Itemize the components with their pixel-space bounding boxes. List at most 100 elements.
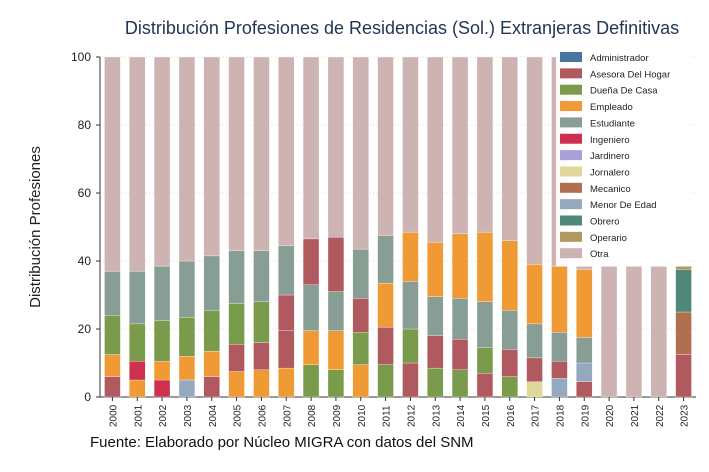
bar-segment xyxy=(377,364,394,398)
legend-swatch xyxy=(560,101,582,112)
x-tick-label: 2003 xyxy=(183,404,194,427)
legend-swatch xyxy=(560,166,582,177)
x-tick-label: 2016 xyxy=(506,404,517,427)
bar-segment xyxy=(501,349,518,377)
bar-segment xyxy=(104,376,121,398)
bar-segment xyxy=(501,240,518,311)
bar-segment xyxy=(377,235,394,284)
x-tick-label: 2019 xyxy=(580,404,591,427)
legend-label: Administrador xyxy=(590,53,649,64)
x-tick-label: 2007 xyxy=(282,404,293,427)
bar-segment xyxy=(476,56,494,233)
x-tick-label: 2005 xyxy=(233,404,244,427)
x-tick-label: 2014 xyxy=(456,404,467,427)
legend-swatch xyxy=(560,68,582,79)
bar-segment xyxy=(203,56,220,257)
y-tick-label: 0 xyxy=(84,390,91,404)
y-axis-label: Distribución Profesiones xyxy=(27,146,44,308)
legend-label: Otra xyxy=(590,249,609,260)
bar-segment xyxy=(327,330,345,370)
bar-segment xyxy=(526,264,543,325)
bar-segment xyxy=(377,282,394,328)
x-tick-label: 2013 xyxy=(431,404,442,427)
bar-segment xyxy=(451,339,469,370)
x-tick-label: 2021 xyxy=(630,404,641,427)
bar-segment xyxy=(576,381,593,398)
bar-segment xyxy=(278,330,295,369)
bar-segment xyxy=(153,379,171,398)
bar-segment xyxy=(104,271,121,316)
x-tick-label: 2023 xyxy=(680,404,691,427)
x-tick-label: 2015 xyxy=(481,404,492,427)
bar-segment xyxy=(129,361,146,381)
bar-segment xyxy=(451,56,469,234)
bar-segment xyxy=(526,381,543,398)
y-tick-label: 20 xyxy=(78,322,92,336)
x-tick-label: 2011 xyxy=(382,405,393,427)
bar-segment xyxy=(476,231,494,302)
bar-segment xyxy=(476,301,494,348)
bar-segment xyxy=(203,255,220,311)
bar-segment xyxy=(178,260,196,318)
legend-label: Operario xyxy=(590,233,627,244)
bar-segment xyxy=(129,323,146,362)
bar-segment xyxy=(327,291,345,331)
legend-swatch xyxy=(560,52,582,62)
bar-segment xyxy=(451,369,469,398)
bar-segment xyxy=(576,337,593,364)
legend-label: Empleado xyxy=(590,102,633,113)
bar-segment xyxy=(551,378,568,398)
bar-segment xyxy=(104,354,121,377)
bar-segment xyxy=(352,332,369,365)
bar-segment xyxy=(203,376,220,398)
bar-segment xyxy=(302,364,320,398)
bar-segment xyxy=(253,342,270,370)
y-tick-label: 60 xyxy=(78,186,92,200)
x-tick-label: 2018 xyxy=(555,404,566,427)
bar-segment xyxy=(129,271,146,325)
y-tick-label: 40 xyxy=(78,254,92,268)
bar-segment xyxy=(427,367,444,398)
bar-segment xyxy=(402,328,419,364)
legend-label: Menor De Edad xyxy=(590,200,657,211)
x-tick-label: 2017 xyxy=(531,404,542,427)
bar-segment xyxy=(352,298,369,333)
y-tick-label: 100 xyxy=(71,50,91,64)
bar-segment xyxy=(526,357,543,382)
bar-segment xyxy=(129,56,146,272)
bar-segment xyxy=(377,56,394,236)
bar-segment xyxy=(427,335,444,369)
legend-label: Jardinero xyxy=(590,151,630,162)
x-tick-label: 2001 xyxy=(133,404,144,427)
bar-segment xyxy=(675,265,692,270)
bar-segment xyxy=(427,296,444,336)
bar-segment xyxy=(327,369,345,398)
legend-swatch xyxy=(560,231,582,242)
legend-swatch xyxy=(560,133,582,144)
bar-segment xyxy=(228,56,245,251)
bar-segment xyxy=(302,284,320,331)
bar-segment xyxy=(501,376,518,398)
bar-segment xyxy=(203,350,220,377)
bar-segment xyxy=(278,367,295,398)
y-tick-label: 80 xyxy=(78,118,92,132)
bar-segment xyxy=(228,303,245,345)
legend-label: Mecanico xyxy=(590,184,631,195)
bar-segment xyxy=(153,361,171,381)
bar-segment xyxy=(104,315,121,355)
bar-segment xyxy=(476,347,494,374)
legend-label: Obrero xyxy=(590,217,620,228)
legend-label: Ingeniero xyxy=(590,135,630,146)
bar-segment xyxy=(501,310,518,350)
bar-segment xyxy=(576,265,593,270)
legend-swatch xyxy=(560,199,582,210)
bar-segment xyxy=(451,298,469,340)
legend-swatch xyxy=(560,248,582,259)
bar-segment xyxy=(352,56,369,250)
bar-segment xyxy=(402,281,419,330)
legend-swatch xyxy=(560,182,582,193)
bar-segment xyxy=(178,356,196,381)
bar-segment xyxy=(253,301,270,343)
bar-segment xyxy=(228,371,245,398)
